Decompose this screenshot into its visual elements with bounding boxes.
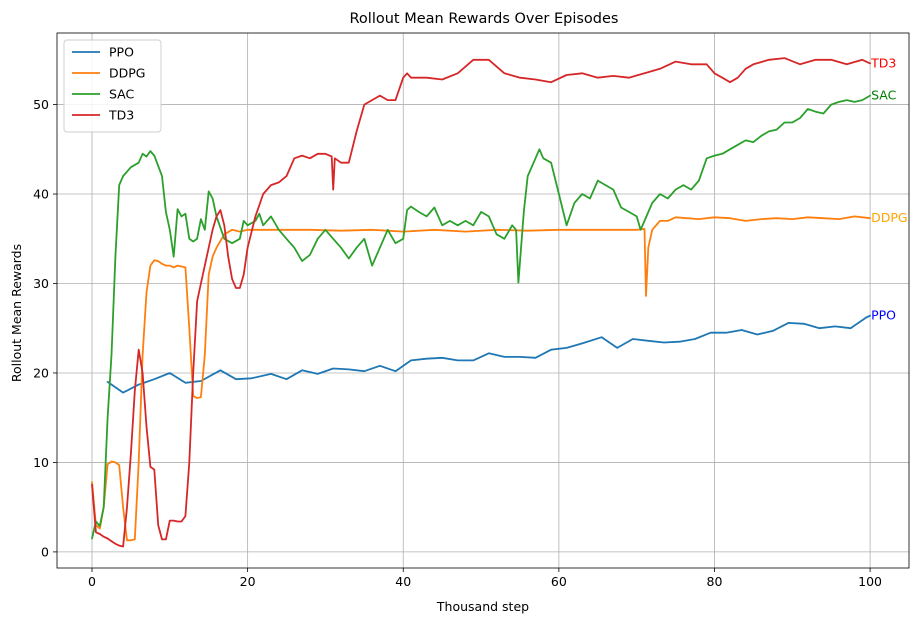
legend-label-td3: TD3 (108, 108, 134, 123)
grid-lines (57, 33, 909, 568)
y-tick-label: 40 (33, 187, 49, 202)
legend-label-ddpg: DDPG (109, 66, 145, 81)
x-tick-label: 80 (707, 574, 723, 589)
legend: PPO DDPG SAC TD3 (63, 39, 162, 133)
end-label-sac: SAC (871, 88, 896, 103)
chart-title: Rollout Mean Rewards Over Episodes (350, 11, 619, 27)
end-label-td3: TD3 (870, 55, 896, 70)
y-tick-label: 0 (41, 544, 49, 559)
axis-ticks: 0 20 40 60 80 100 0 10 20 30 40 50 (33, 97, 882, 589)
y-axis-label: Rollout Mean Rewards (9, 244, 24, 382)
y-tick-label: 20 (33, 365, 49, 380)
y-tick-label: 50 (33, 97, 49, 112)
x-tick-label: 40 (395, 574, 411, 589)
series-line-td3 (91, 57, 871, 548)
x-tick-label: 0 (88, 574, 96, 589)
legend-label-sac: SAC (109, 87, 134, 102)
legend-box (63, 39, 162, 133)
x-axis-label: Thousand step (436, 599, 529, 614)
plot-frame (56, 32, 910, 569)
x-tick-label: 60 (551, 574, 567, 589)
series-line-ppo (106, 314, 871, 394)
x-tick-label: 100 (858, 574, 882, 589)
series-layer (91, 57, 871, 548)
series-line-sac (91, 94, 871, 540)
series-line-ddpg (91, 215, 871, 542)
y-tick-label: 10 (33, 455, 49, 470)
end-labels: PPO DDPG SAC TD3 (870, 55, 907, 322)
x-tick-label: 20 (240, 574, 256, 589)
end-label-ddpg: DDPG (871, 210, 907, 225)
legend-label-ppo: PPO (109, 45, 134, 60)
y-tick-label: 30 (33, 276, 49, 291)
end-label-ppo: PPO (871, 308, 896, 323)
